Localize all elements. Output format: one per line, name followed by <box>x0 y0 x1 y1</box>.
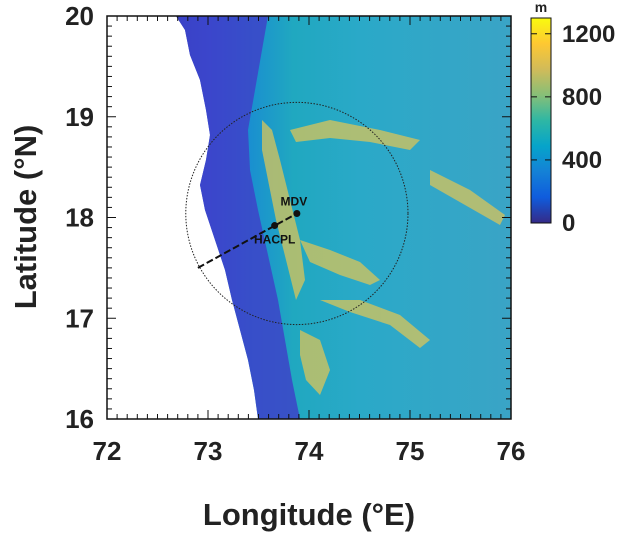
x-tick-label: 76 <box>497 436 526 466</box>
colorbar-ticks: 0 400 800 1200 <box>531 21 615 237</box>
x-tick-label: 73 <box>194 436 223 466</box>
colorbar: m 0 400 800 1200 <box>530 0 615 237</box>
site-markers: MDV HACPL <box>254 194 307 246</box>
site-label-mdv: MDV <box>281 194 308 208</box>
colorbar-tick-label: 800 <box>562 84 602 111</box>
colorbar-tick-label: 0 <box>562 210 575 237</box>
site-marker-mdv <box>293 209 301 217</box>
y-axis-title: Latitude (°N) <box>8 125 43 310</box>
site-label-hacpl: HACPL <box>254 233 295 247</box>
axis-ticks <box>106 15 512 420</box>
colorbar-scale <box>530 17 552 224</box>
x-tick-label: 75 <box>396 436 425 466</box>
coastal-lowland <box>176 16 300 419</box>
radar-range-circle <box>185 101 409 326</box>
map-plot-area <box>107 16 511 419</box>
y-tick-label: 19 <box>65 102 94 132</box>
x-axis-title: Longitude (°E) <box>203 497 415 532</box>
colorbar-tick-label: 400 <box>562 147 602 174</box>
site-marker-hacpl <box>271 222 279 230</box>
x-tick-label: 74 <box>295 436 324 466</box>
y-tick-label: 16 <box>65 404 94 434</box>
colorbar-tick-label: 1200 <box>562 21 615 48</box>
colorbar-unit: m <box>535 0 547 15</box>
y-tick-label: 20 <box>65 1 94 31</box>
transect-line <box>197 212 298 269</box>
x-tick-label: 72 <box>93 436 122 466</box>
y-tick-label: 18 <box>65 203 94 233</box>
ghat-ridges <box>262 120 505 395</box>
y-tick-label: 17 <box>65 303 94 333</box>
tick-labels: 72 73 74 75 76 16 17 18 19 20 <box>65 1 525 466</box>
